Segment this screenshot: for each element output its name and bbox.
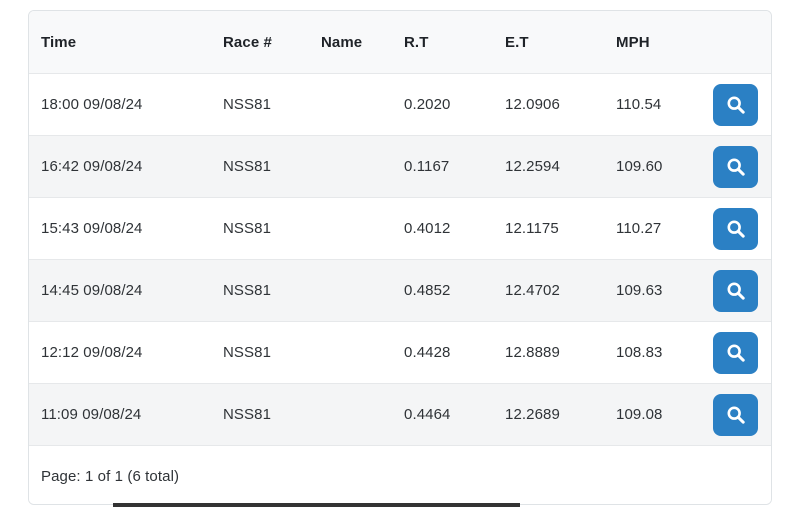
race-number-cell: NSS81 [223,282,272,299]
table-row: 11:09 09/08/24 NSS81 0.4464 12.2689 109.… [29,384,771,446]
actions-cell [701,145,771,188]
race-number-cell: NSS81 [223,344,272,361]
et-cell: 12.4702 [505,282,560,299]
rt-cell: 0.4428 [404,344,451,361]
mph-cell: 109.08 [616,406,663,423]
actions-cell [701,331,771,374]
table-row: 14:45 09/08/24 NSS81 0.4852 12.4702 109.… [29,260,771,322]
time-cell: 12:12 09/08/24 [41,344,143,361]
et-cell: 12.2594 [505,158,560,175]
et-cell: 12.8889 [505,344,560,361]
et-cell: 12.0906 [505,96,560,113]
table-row: 15:43 09/08/24 NSS81 0.4012 12.1175 110.… [29,198,771,260]
column-header-et: E.T [505,33,529,51]
time-cell: 11:09 09/08/24 [41,406,142,423]
column-header-rt: R.T [404,33,429,51]
time-cell: 16:42 09/08/24 [41,158,143,175]
column-header-time: Time [41,33,77,51]
actions-cell [701,207,771,250]
column-header-race-number: Race # [223,33,272,51]
time-cell: 14:45 09/08/24 [41,282,143,299]
race-number-cell: NSS81 [223,406,272,423]
viewport-bottom-bar [113,503,520,507]
mph-cell: 110.54 [616,96,662,113]
pagination-status: Page: 1 of 1 (6 total) [41,467,180,485]
mph-cell: 109.60 [616,158,663,175]
race-number-cell: NSS81 [223,96,272,113]
magnifier-icon [724,279,748,303]
time-cell: 18:00 09/08/24 [41,96,143,113]
row-search-button[interactable] [713,145,758,188]
row-search-button[interactable] [713,207,758,250]
row-search-button[interactable] [713,393,758,436]
mph-cell: 109.63 [616,282,663,299]
table-header-row: Time Race # Name R.T E.T MPH [29,11,771,74]
race-number-cell: NSS81 [223,158,272,175]
rt-cell: 0.1167 [404,158,450,175]
et-cell: 12.1175 [505,220,559,237]
row-search-button[interactable] [713,83,758,126]
row-search-button[interactable] [713,331,758,374]
magnifier-icon [724,155,748,179]
rt-cell: 0.2020 [404,96,451,113]
actions-cell [701,393,771,436]
row-search-button[interactable] [713,269,758,312]
mph-cell: 108.83 [616,344,663,361]
table-row: 16:42 09/08/24 NSS81 0.1167 12.2594 109.… [29,136,771,198]
rt-cell: 0.4852 [404,282,451,299]
results-table-card: Time Race # Name R.T E.T MPH 18:00 09/08… [28,10,772,505]
et-cell: 12.2689 [505,406,560,423]
magnifier-icon [724,93,748,117]
rt-cell: 0.4464 [404,406,451,423]
actions-cell [701,83,771,126]
table-row: 18:00 09/08/24 NSS81 0.2020 12.0906 110.… [29,74,771,136]
time-cell: 15:43 09/08/24 [41,220,143,237]
race-number-cell: NSS81 [223,220,272,237]
magnifier-icon [724,341,748,365]
column-header-mph: MPH [616,33,650,51]
rt-cell: 0.4012 [404,220,451,237]
magnifier-icon [724,403,748,427]
actions-cell [701,269,771,312]
magnifier-icon [724,217,748,241]
column-header-name: Name [321,33,363,51]
table-footer: Page: 1 of 1 (6 total) [29,446,771,504]
mph-cell: 110.27 [616,220,662,237]
table-row: 12:12 09/08/24 NSS81 0.4428 12.8889 108.… [29,322,771,384]
